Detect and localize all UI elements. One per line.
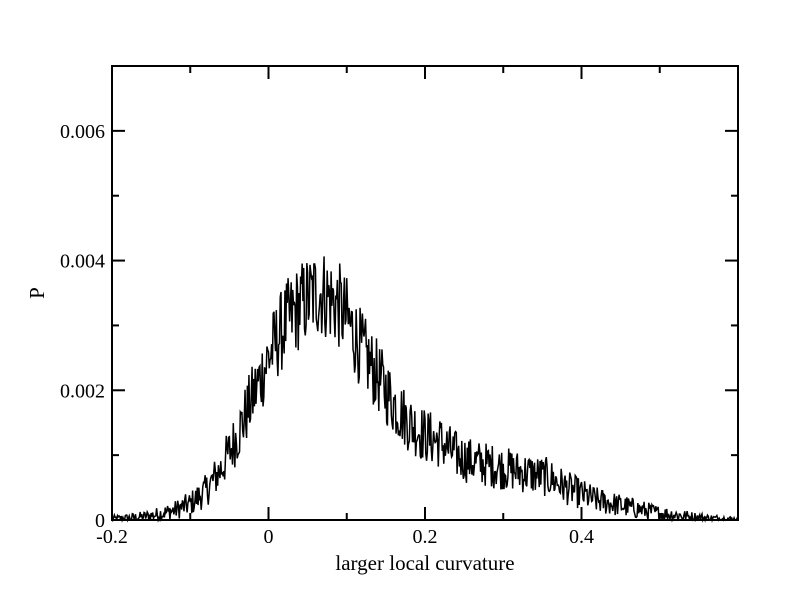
y-tick-label: 0.006 <box>60 121 105 143</box>
x-tick-label: 0.2 <box>413 526 438 548</box>
x-tick-label: -0.2 <box>96 526 128 548</box>
data-series-line <box>111 256 739 523</box>
x-tick-label: 0.4 <box>569 526 594 548</box>
y-tick-label: 0.004 <box>60 251 105 273</box>
x-tick-label: 0 <box>264 526 274 548</box>
plot-frame <box>111 65 739 521</box>
x-axis-label: larger local curvature <box>335 551 514 575</box>
y-tick-label: 0 <box>95 510 105 532</box>
y-axis-label: P <box>25 287 49 299</box>
plot-area <box>111 256 739 523</box>
y-tick-label: 0.002 <box>60 380 105 402</box>
